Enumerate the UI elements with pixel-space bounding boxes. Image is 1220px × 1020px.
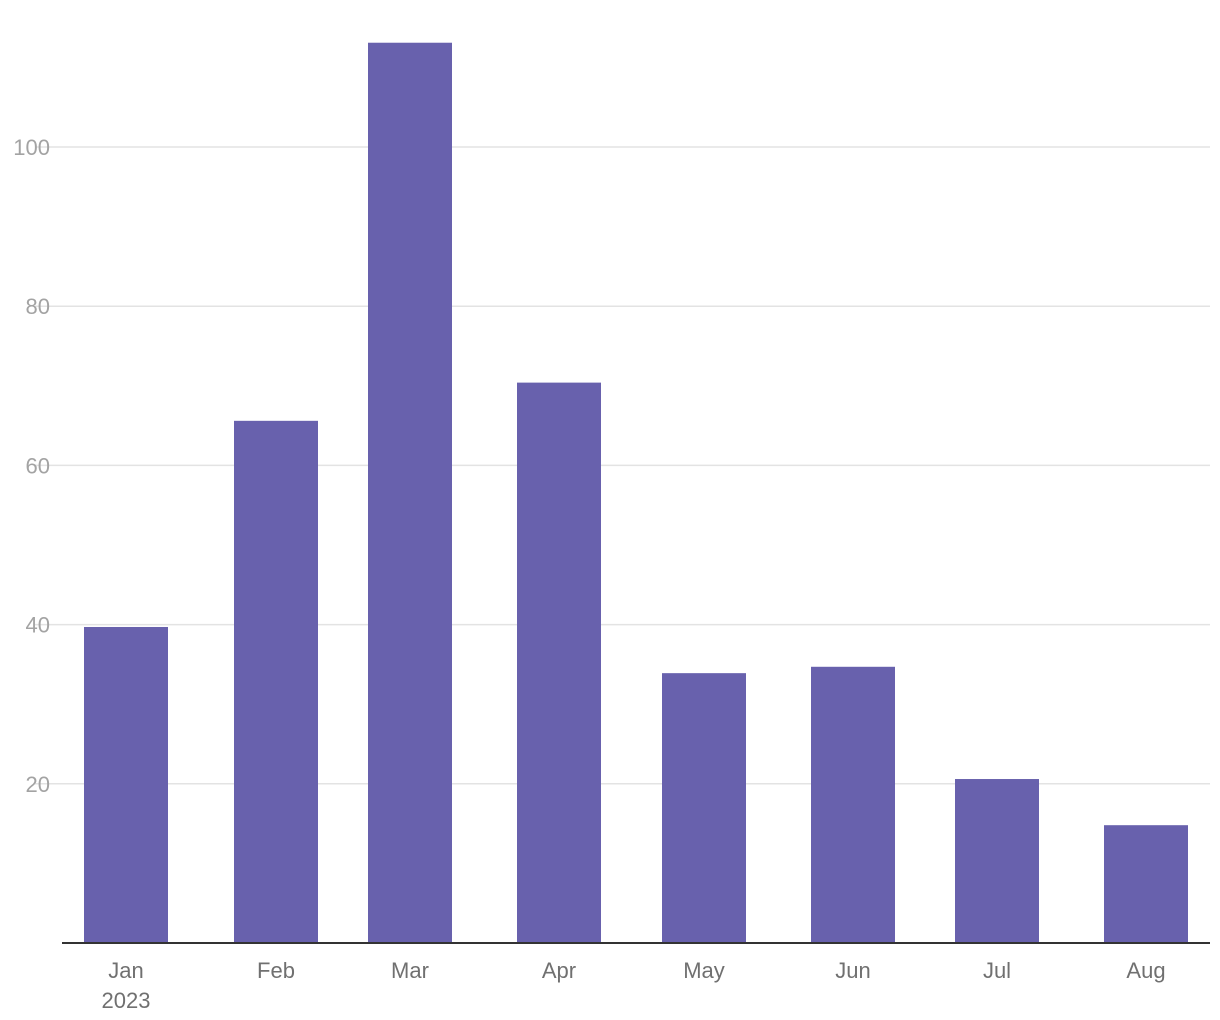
bar-mar bbox=[368, 42, 452, 943]
y-tick-label: 100 bbox=[13, 135, 50, 160]
y-axis-ticks: 20 40 60 80 100 bbox=[13, 135, 50, 797]
x-tick-label: Jun bbox=[835, 958, 870, 983]
y-tick-label: 60 bbox=[26, 453, 50, 478]
gridlines bbox=[35, 146, 1210, 785]
x-tick-label: Aug bbox=[1126, 958, 1165, 983]
x-axis-ticks: Jan 2023 Feb Mar Apr May Jun Jul Aug bbox=[102, 958, 1166, 1013]
x-tick-label: Jul bbox=[983, 958, 1011, 983]
x-tick-label: Apr bbox=[542, 958, 576, 983]
x-tick-year-label: 2023 bbox=[102, 988, 151, 1013]
y-tick-label: 40 bbox=[26, 613, 50, 638]
bar-jul bbox=[955, 779, 1039, 943]
bar-aug bbox=[1104, 825, 1188, 943]
x-tick-label: Jan bbox=[108, 958, 143, 983]
bars bbox=[84, 42, 1188, 944]
bar-jun bbox=[811, 666, 895, 943]
bar-feb bbox=[234, 420, 318, 944]
y-tick-label: 80 bbox=[26, 294, 50, 319]
bar-apr bbox=[517, 382, 601, 944]
y-tick-label: 20 bbox=[26, 772, 50, 797]
bar-jan bbox=[84, 626, 168, 943]
x-tick-label: Mar bbox=[391, 958, 429, 983]
x-tick-label: May bbox=[683, 958, 725, 983]
bar-may bbox=[662, 673, 746, 943]
x-tick-label: Feb bbox=[257, 958, 295, 983]
